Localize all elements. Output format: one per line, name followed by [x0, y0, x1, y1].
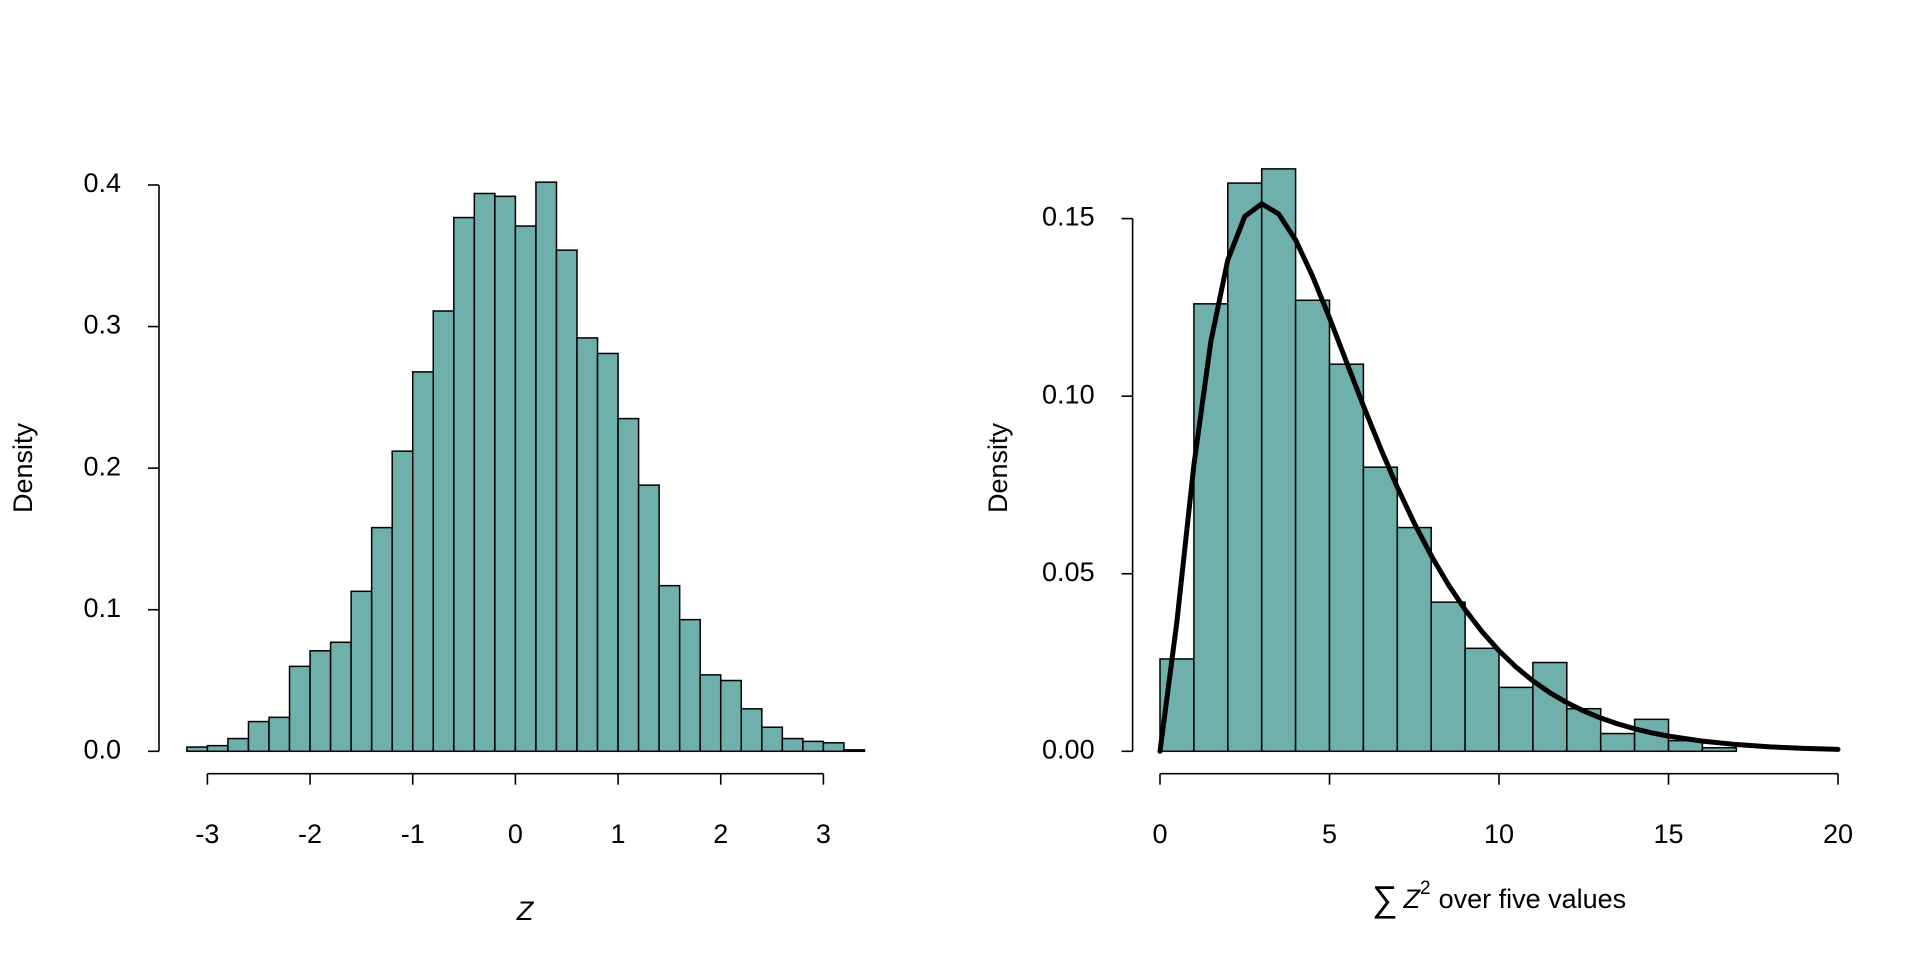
bar	[761, 726, 784, 753]
bar	[1328, 363, 1365, 753]
x-axis-label-part: over five values	[1439, 884, 1627, 914]
bar	[1227, 182, 1263, 753]
bar	[822, 742, 845, 753]
bar	[1260, 168, 1297, 753]
x-tick-label: -3	[195, 819, 219, 849]
x-tick-label: 1	[611, 819, 626, 849]
bar	[555, 249, 578, 753]
y-tick-label: 0.15	[1042, 202, 1095, 232]
bar	[843, 749, 866, 753]
x-tick-label: -1	[401, 819, 425, 849]
bar	[1599, 732, 1636, 753]
x-tick-label: 10	[1484, 819, 1514, 849]
bar	[473, 192, 496, 753]
bar	[658, 584, 681, 753]
bar	[596, 352, 619, 753]
bar	[227, 737, 250, 753]
y-tick-label: 0.05	[1042, 557, 1095, 587]
bar	[617, 417, 640, 753]
bar	[719, 679, 743, 753]
y-tick-label: 0.10	[1042, 379, 1095, 409]
bar	[1396, 526, 1432, 753]
x-axis-label: Z	[516, 896, 535, 926]
x-tick-label: 15	[1653, 819, 1683, 849]
x-axis-label-part: Z	[1403, 884, 1422, 914]
bar	[1464, 647, 1500, 753]
bar	[186, 746, 209, 753]
bar	[1701, 746, 1738, 753]
x-tick-label: 20	[1823, 819, 1853, 849]
bar	[514, 225, 537, 753]
bar	[350, 590, 373, 753]
x-axis-label-part: ∑	[1372, 878, 1398, 919]
x-tick-label: 0	[1152, 819, 1167, 849]
y-axis-label: Density	[8, 422, 38, 513]
bar	[1430, 601, 1466, 753]
bar	[699, 674, 722, 753]
bar	[740, 708, 763, 753]
bar	[576, 337, 599, 753]
bar	[678, 618, 701, 753]
bar	[494, 195, 517, 753]
bar	[535, 181, 558, 753]
x-axis-label: ∑ Z2 over five values	[1372, 878, 1626, 919]
bar	[1294, 299, 1331, 753]
bar	[637, 484, 660, 753]
y-tick-label: 0.0	[83, 734, 121, 764]
panel: -3 -2 -1 0 1 2 3 0.0 0.1 0.2 0.3 0.4 Density Z	[8, 168, 866, 926]
bar	[1532, 661, 1568, 753]
x-axis-label-part: 2	[1420, 878, 1431, 899]
bar	[1498, 686, 1534, 753]
y-axis-label: Density	[983, 422, 1013, 513]
bar	[309, 650, 332, 753]
bar	[370, 526, 393, 753]
x-tick-label: -2	[298, 819, 322, 849]
x-tick-label: 0	[508, 819, 523, 849]
bar	[432, 310, 455, 753]
y-tick-label: 0.00	[1042, 734, 1095, 764]
bar	[391, 450, 414, 753]
bar	[453, 216, 476, 753]
x-tick-label: 3	[816, 819, 831, 849]
y-tick-label: 0.3	[83, 310, 121, 340]
bar	[247, 720, 270, 753]
bar	[1362, 466, 1399, 753]
bar	[1193, 303, 1229, 753]
y-tick-label: 0.4	[83, 168, 121, 198]
bar	[781, 737, 804, 753]
bar	[802, 740, 825, 753]
y-tick-label: 0.1	[83, 593, 121, 623]
bar	[268, 716, 291, 753]
x-tick-label: 2	[713, 819, 728, 849]
y-tick-label: 0.2	[83, 451, 121, 481]
bar	[411, 371, 435, 753]
x-tick-label: 5	[1322, 819, 1337, 849]
bar	[206, 744, 229, 753]
panel: 0 5 10 15 20 0.00 0.05 0.10 0.15 Density ∑ Z2 over f…	[983, 168, 1853, 919]
density-curve	[1157, 201, 1841, 754]
bar	[329, 641, 352, 753]
bar	[288, 665, 311, 753]
